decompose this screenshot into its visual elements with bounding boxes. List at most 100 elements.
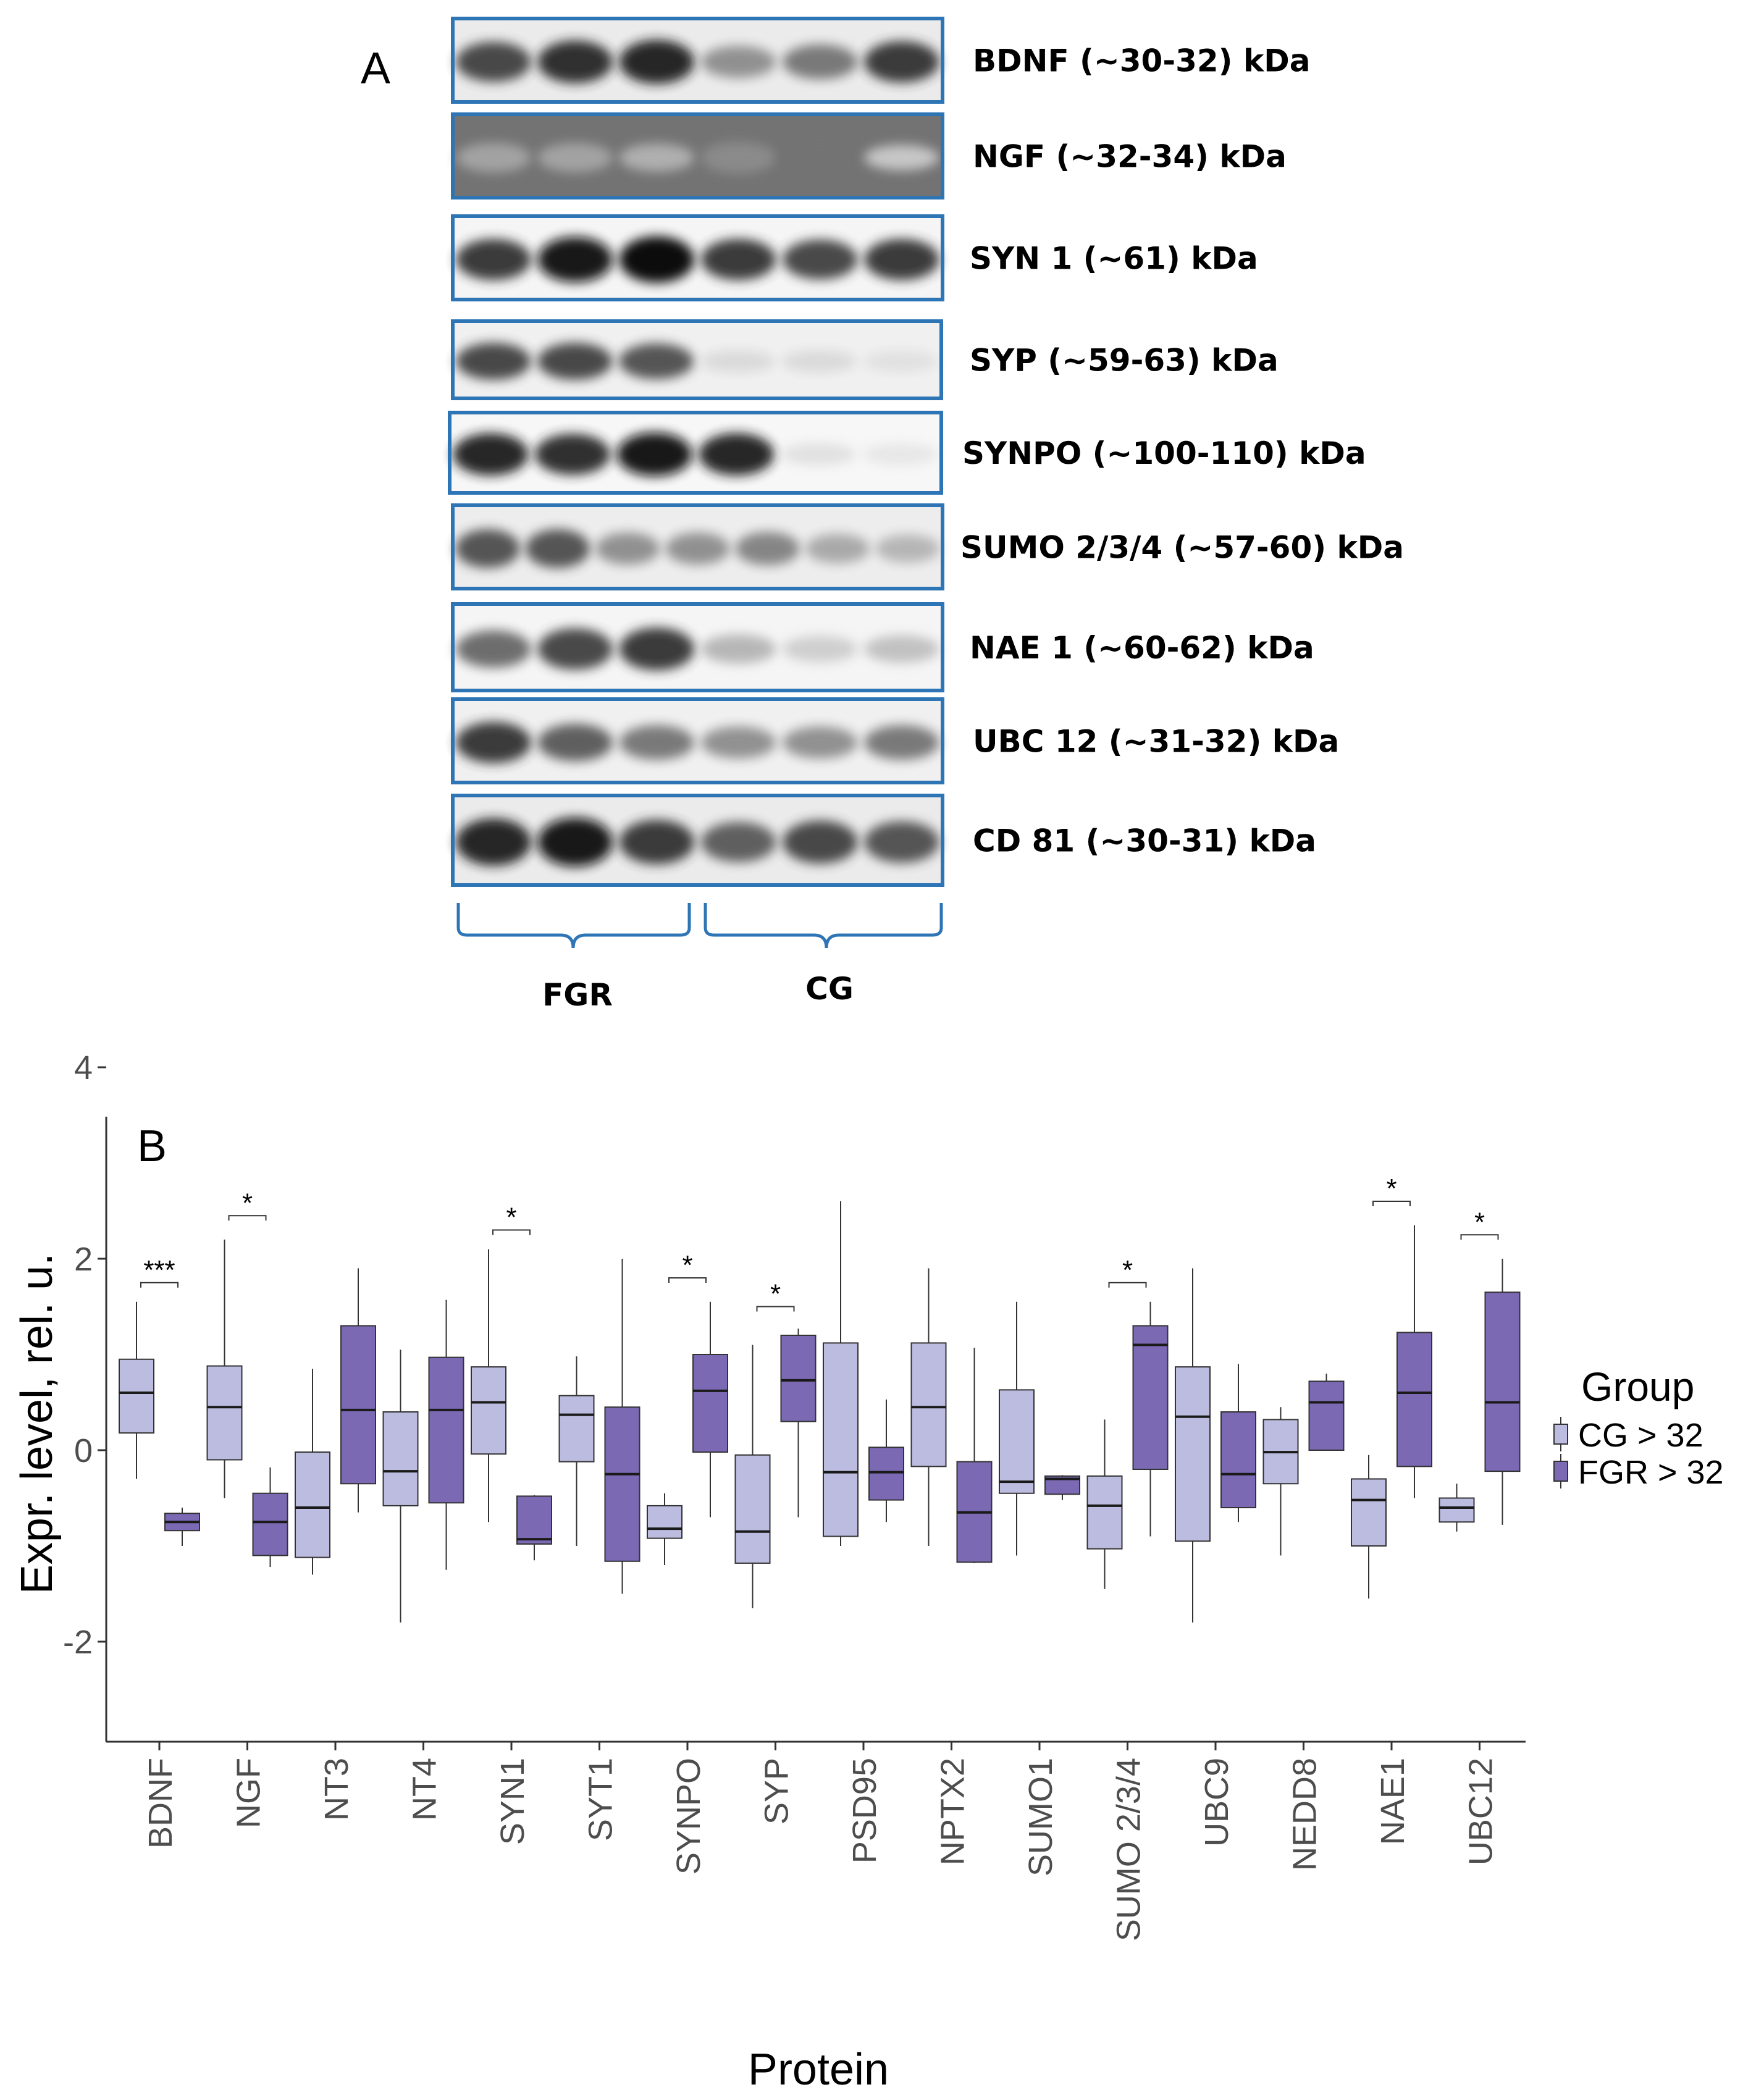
panel-a-western-blots: A BDNF (~30-32) kDa NGF (~32-34) kDa SYN 1… (361, 17, 1404, 1013)
blot-band (595, 532, 660, 565)
box-iqr (1351, 1478, 1387, 1547)
blot-band (456, 818, 531, 866)
box-iqr (1220, 1411, 1256, 1508)
blot-label: CD 81 (~30-31) kDa (973, 823, 1316, 859)
blot-band (864, 725, 939, 760)
box-iqr (558, 1395, 595, 1463)
x-tick-label: SYN1 (494, 1758, 531, 1845)
box-iqr (823, 1342, 859, 1537)
blot-band (782, 726, 858, 759)
box-iqr (1175, 1366, 1211, 1542)
significance-label: * (682, 1250, 692, 1280)
box-iqr (1396, 1332, 1432, 1467)
cg-group-label: CG (805, 971, 854, 1007)
blot-frame (451, 697, 944, 784)
blot-band (700, 726, 776, 759)
blot-frame (451, 602, 944, 692)
significance-label: * (1386, 1173, 1396, 1204)
blot-strip (453, 216, 943, 300)
legend-key (1553, 1461, 1568, 1482)
blot-label: NAE 1 (~60-62) kDa (970, 630, 1314, 666)
x-tick-label: SUMO 2/3/4 (1111, 1758, 1148, 1941)
blot-frame (451, 794, 944, 887)
blot-band (700, 821, 776, 862)
boxes (119, 1201, 1521, 1623)
blot-strip (453, 699, 943, 783)
blot-band (805, 534, 870, 563)
blot-band (453, 433, 529, 476)
x-tick-label: SYP (758, 1758, 796, 1824)
panel-b-letter: B (137, 1122, 167, 1171)
box-iqr (734, 1454, 771, 1564)
significance-markers: **** ****** (140, 1173, 1499, 1312)
significance-label: *** (143, 1255, 175, 1285)
box-iqr (206, 1365, 243, 1461)
blot-band (782, 820, 858, 864)
significance-label: * (1122, 1255, 1133, 1285)
legend-key (1553, 1424, 1568, 1445)
blot-label: BDNF (~30-32) kDa (973, 43, 1310, 79)
blot-strip (453, 114, 943, 198)
blot-band (862, 443, 938, 466)
panel-a-letter: A (361, 44, 390, 93)
legend-title: Group (1581, 1364, 1694, 1409)
box-iqr (516, 1495, 552, 1545)
blot-band (781, 350, 857, 372)
blot-band (700, 46, 776, 78)
blot-label: SYNPO (~100-110) kDa (962, 435, 1366, 471)
box-iqr (471, 1366, 506, 1455)
blot-band (456, 630, 531, 668)
blot-frame (451, 214, 944, 301)
box-iqr (428, 1356, 464, 1504)
box-iqr (1438, 1497, 1475, 1523)
legend-entry-label: CG > 32 (1578, 1417, 1703, 1454)
fgr-group-label: FGR (542, 977, 613, 1013)
box-iqr (382, 1411, 419, 1506)
x-tick-label: SYNPO (670, 1758, 707, 1875)
box-iqr (340, 1325, 376, 1485)
blot-band (456, 343, 531, 380)
blot-frame (448, 411, 943, 495)
box-iqr (1308, 1380, 1345, 1451)
y-ticks: -2 0 2 4 (63, 1049, 106, 1661)
significance-bracket (492, 1229, 531, 1235)
blot-band (700, 238, 776, 280)
x-tick-label: NT3 (318, 1758, 355, 1821)
blot-label: NGF (~32-34) kDa (973, 139, 1287, 175)
box-iqr (252, 1492, 288, 1556)
blot-band (537, 628, 613, 670)
blot-band (700, 350, 776, 372)
blot-band (864, 238, 939, 280)
blot-strip (453, 796, 943, 885)
blot-band (699, 433, 775, 476)
blot-band (780, 443, 857, 466)
blot-band (619, 236, 695, 283)
blot-band (456, 41, 531, 82)
blot-band (456, 721, 531, 763)
blot-band (864, 41, 939, 83)
significance-bracket (1372, 1201, 1411, 1206)
box-iqr (1132, 1325, 1169, 1470)
x-tick-label: BDNF (142, 1758, 179, 1849)
blot-band (456, 143, 531, 172)
group-brackets: FGR CG (456, 903, 943, 1013)
blot-band (619, 40, 695, 84)
x-tick-label: UBC12 (1463, 1758, 1500, 1865)
blot-band (534, 434, 611, 475)
blot-band (665, 532, 730, 565)
blot-band (735, 532, 800, 566)
blot-band (875, 534, 940, 563)
significance-bracket (228, 1215, 267, 1221)
x-ticks: BDNF NGF NT3 NT4 SYN1 SYT1 SYNPO SYP PSD95 NPTX2 S… (142, 1742, 1500, 1941)
box-iqr (604, 1406, 640, 1562)
y-tick-label: 0 (74, 1432, 93, 1469)
cg-bracket (704, 903, 943, 949)
blot-band (700, 634, 776, 664)
blot-band (537, 143, 613, 172)
blot-band (537, 343, 613, 380)
blot-band (619, 725, 695, 760)
x-tick-label: SYT1 (582, 1758, 620, 1841)
blot-label: SYP (~59-63) kDa (970, 343, 1279, 379)
blot-frame (451, 319, 943, 400)
